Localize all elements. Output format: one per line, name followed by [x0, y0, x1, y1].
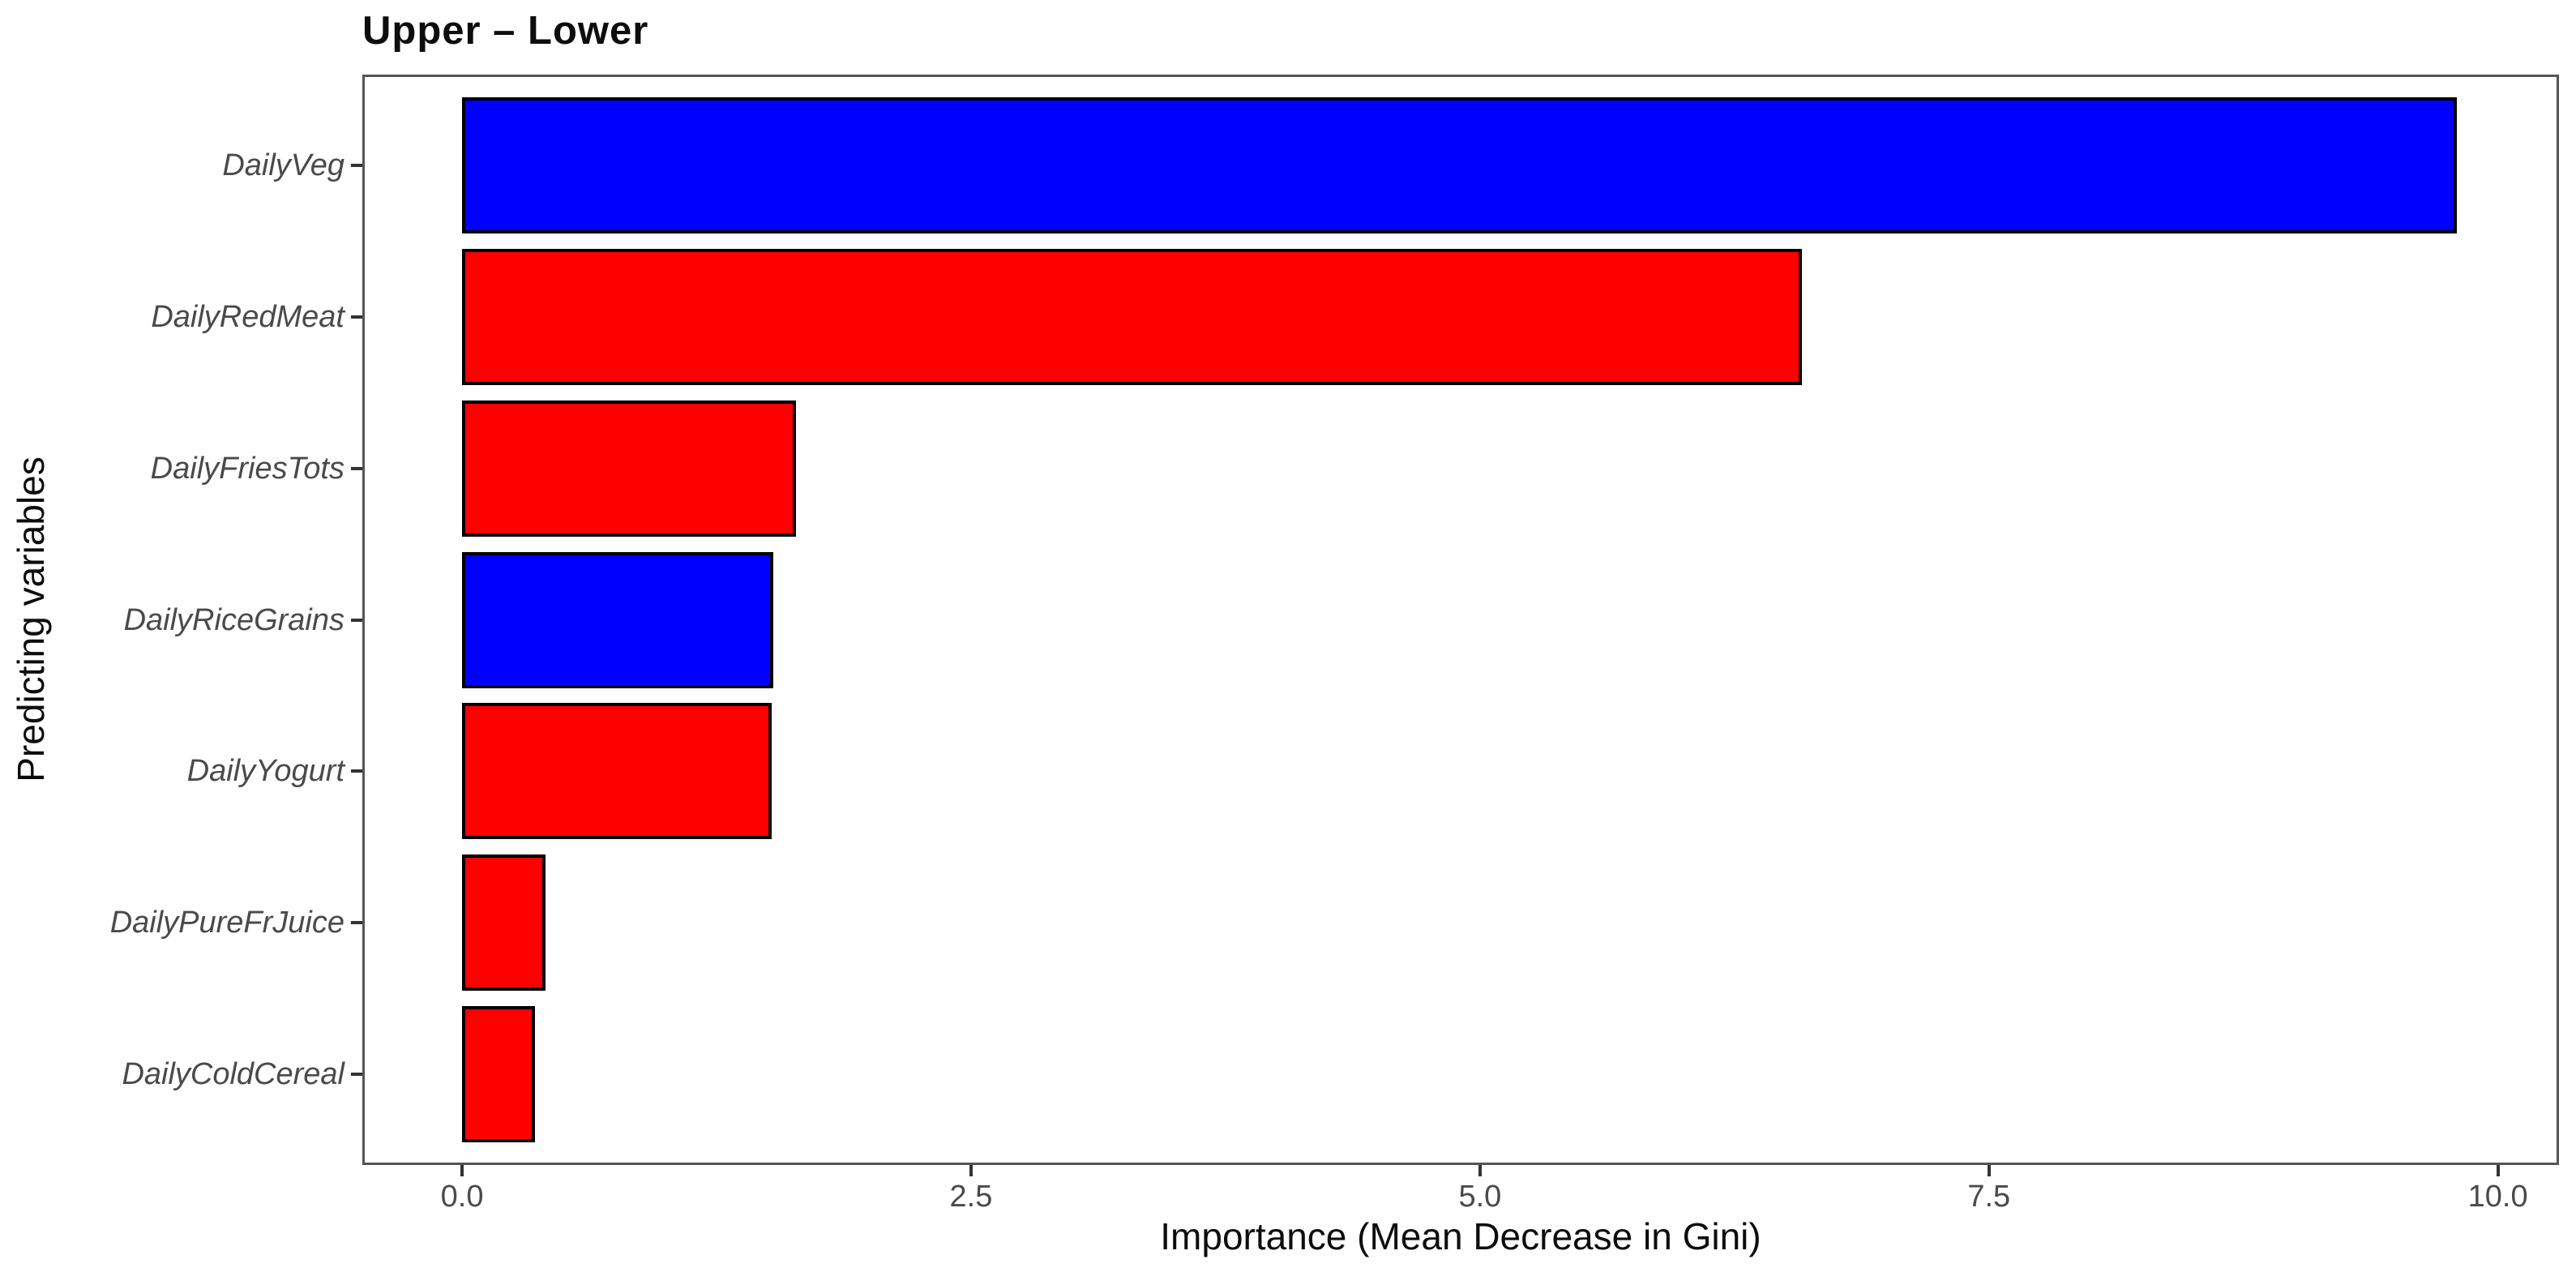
x-tick-label: 7.5	[1967, 1180, 2011, 1214]
y-axis-label-dailyricegrains: DailyRiceGrains	[123, 602, 344, 637]
y-tick	[351, 921, 362, 925]
bar-dailycoldcereal	[462, 1005, 536, 1142]
chart-title: Upper – Lower	[362, 9, 649, 53]
y-axis-label-dailycoldcereal: DailyColdCereal	[122, 1056, 344, 1091]
bar-dailyricegrains	[462, 551, 774, 688]
y-axis-label-dailyredmeat: DailyRedMeat	[151, 299, 344, 334]
y-tick	[351, 1072, 362, 1076]
y-axis-label-dailyfriestots: DailyFriesTots	[150, 451, 344, 486]
x-tick-label: 5.0	[1458, 1180, 1502, 1214]
y-tick	[351, 769, 362, 773]
x-tick-label: 0.0	[440, 1180, 484, 1214]
x-tick	[2496, 1165, 2500, 1176]
y-axis-label-dailypurefrjuice: DailyPureFrJuice	[109, 906, 344, 940]
x-axis-title: Importance (Mean Decrease in Gini)	[1160, 1215, 1761, 1257]
bar-dailyredmeat	[462, 248, 1802, 385]
x-tick	[1987, 1165, 1991, 1176]
x-tick-label: 10.0	[2467, 1180, 2528, 1214]
bar-dailypurefrjuice	[462, 855, 546, 992]
x-tick	[460, 1165, 464, 1176]
y-axis-label-dailyyogurt: DailyYogurt	[186, 754, 344, 789]
x-tick	[1478, 1165, 1482, 1176]
bar-dailyveg	[462, 97, 2458, 234]
y-tick	[351, 315, 362, 319]
x-tick	[969, 1165, 973, 1176]
bar-dailyyogurt	[462, 703, 772, 840]
y-tick	[351, 466, 362, 470]
y-tick	[351, 164, 362, 168]
y-axis-label-dailyveg: DailyVeg	[222, 148, 344, 183]
bar-dailyfriestots	[462, 400, 796, 537]
y-tick	[351, 618, 362, 622]
x-tick-label: 2.5	[949, 1180, 993, 1214]
